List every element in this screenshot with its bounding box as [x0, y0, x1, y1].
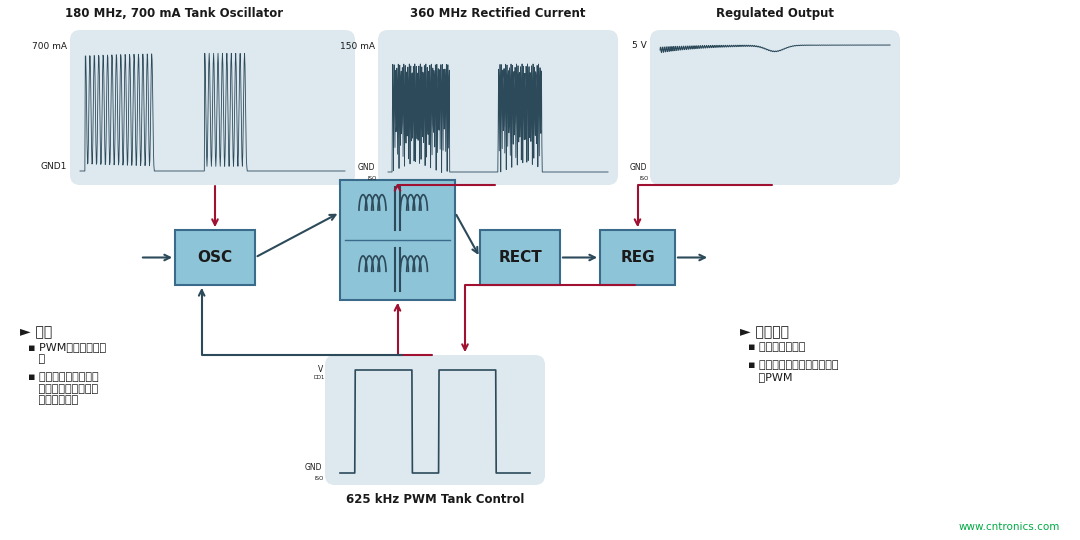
FancyBboxPatch shape	[650, 30, 900, 185]
Text: GND1: GND1	[41, 162, 67, 171]
Text: 150 mA: 150 mA	[340, 42, 375, 51]
Text: 5 V: 5 V	[632, 40, 647, 50]
FancyBboxPatch shape	[325, 355, 545, 485]
Text: REG: REG	[620, 250, 654, 265]
Text: 700 mA: 700 mA	[32, 42, 67, 51]
FancyBboxPatch shape	[480, 230, 561, 285]
FancyBboxPatch shape	[378, 30, 618, 185]
FancyBboxPatch shape	[175, 230, 255, 285]
Text: V: V	[318, 366, 323, 375]
Text: 625 kHz PWM Tank Control: 625 kHz PWM Tank Control	[346, 493, 524, 506]
FancyBboxPatch shape	[600, 230, 675, 285]
Text: OSC: OSC	[198, 250, 232, 265]
Text: ► 副边调节: ► 副边调节	[740, 325, 789, 339]
Text: GND: GND	[357, 163, 375, 172]
Text: ISO: ISO	[314, 476, 324, 481]
Text: ISO: ISO	[367, 176, 377, 181]
Text: ▪ 電流整流和濾波: ▪ 電流整流和濾波	[748, 342, 806, 352]
Text: ▪ 啟動期間，儲能振蕩
   器保持開啟，直到輸
   出處于調節中: ▪ 啟動期間，儲能振蕩 器保持開啟，直到輸 出處于調節中	[28, 372, 98, 405]
Text: www.cntronics.com: www.cntronics.com	[959, 522, 1059, 532]
FancyBboxPatch shape	[340, 180, 455, 300]
Text: Regulated Output: Regulated Output	[716, 7, 834, 20]
Text: ▪ 穩壓器根據所選的設定點產
   生PWM: ▪ 穩壓器根據所選的設定點產 生PWM	[748, 360, 838, 382]
Text: GND: GND	[305, 463, 322, 472]
Text: ► 原边: ► 原边	[21, 325, 52, 339]
Text: GND: GND	[630, 163, 647, 172]
Text: ▪ PWM控制儲能振蕩
   器: ▪ PWM控制儲能振蕩 器	[28, 342, 106, 363]
Text: 180 MHz, 700 mA Tank Oscillator: 180 MHz, 700 mA Tank Oscillator	[65, 7, 283, 20]
Text: ISO: ISO	[639, 176, 649, 181]
Text: 360 MHz Rectified Current: 360 MHz Rectified Current	[410, 7, 585, 20]
Text: DD1: DD1	[313, 375, 325, 380]
FancyBboxPatch shape	[70, 30, 355, 185]
Text: RECT: RECT	[498, 250, 542, 265]
